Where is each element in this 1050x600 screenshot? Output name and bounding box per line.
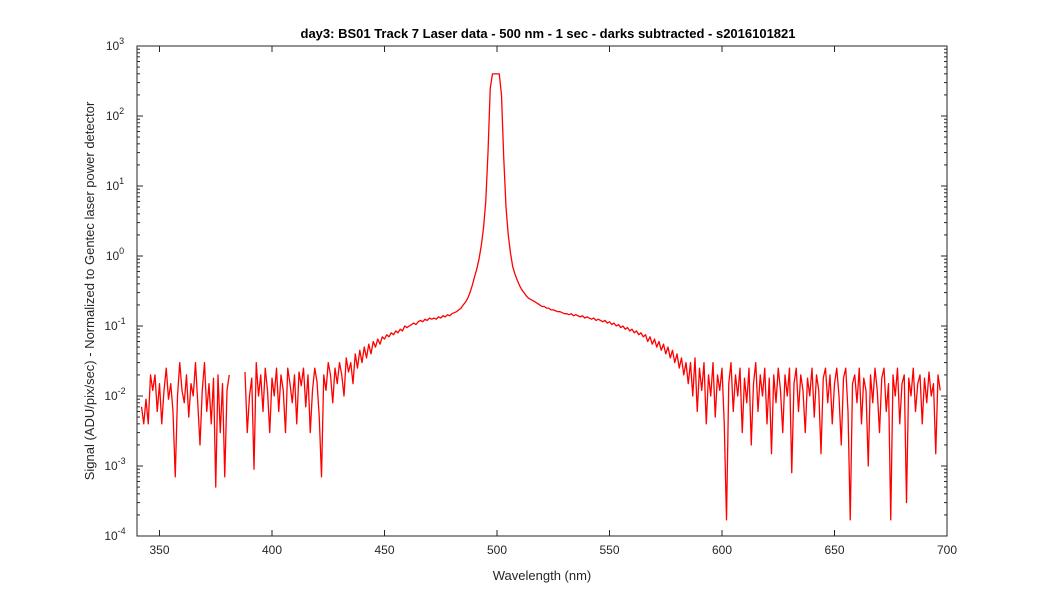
y-tick-label: 10-2 <box>104 386 125 403</box>
plot-area <box>136 45 948 537</box>
x-tick-label: 600 <box>712 543 732 557</box>
x-tick-label: 450 <box>374 543 394 557</box>
y-tick-label: 100 <box>106 246 124 263</box>
plot-series-group <box>140 73 941 521</box>
y-axis: 10-4 10-3 10-2 10-1 100 101 102 103 <box>104 36 947 543</box>
x-tick-label: 700 <box>937 543 957 557</box>
y-tick-label: 101 <box>106 176 124 193</box>
x-tick-label: 550 <box>599 543 619 557</box>
series-line-0 <box>140 73 941 521</box>
y-tick-label: 10-1 <box>104 316 125 333</box>
x-tick-label: 350 <box>149 543 169 557</box>
y-tick-label: 103 <box>106 36 124 53</box>
y-tick-label: 10-4 <box>104 526 125 543</box>
x-tick-label: 500 <box>487 543 507 557</box>
y-tick-label: 10-3 <box>104 456 125 473</box>
x-tick-label: 650 <box>824 543 844 557</box>
x-axis: 350 400 450 500 550 600 650 700 <box>149 46 957 557</box>
x-tick-label: 400 <box>262 543 282 557</box>
y-axis-label: Signal (ADU/pix/sec) - Normalized to Gen… <box>82 101 97 480</box>
x-axis-label: Wavelength (nm) <box>493 568 592 583</box>
chart-title: day3: BS01 Track 7 Laser data - 500 nm -… <box>301 26 796 41</box>
y-tick-label: 102 <box>106 106 124 123</box>
